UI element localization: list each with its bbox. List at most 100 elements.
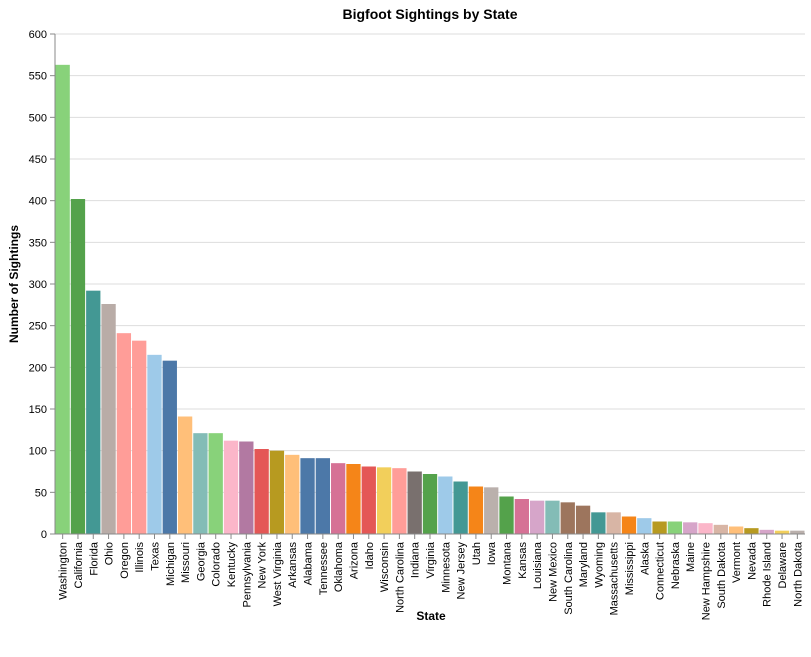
bar-iowa [484, 487, 499, 534]
bar-texas [147, 354, 162, 534]
x-tick-label: Georgia [195, 541, 207, 581]
bar-new-jersey [453, 481, 468, 534]
bar-ohio [101, 304, 116, 534]
x-tick-label: Pennsylvania [241, 541, 253, 607]
x-tick-label: Rhode Island [762, 542, 774, 607]
x-tick-label: Kentucky [226, 542, 238, 588]
bar-rhode-island [759, 529, 774, 534]
x-tick-label: Florida [88, 541, 100, 576]
x-tick-label: New Jersey [456, 542, 468, 600]
x-tick-label: Illinois [134, 542, 146, 573]
y-tick-label: 450 [29, 154, 47, 166]
bar-south-carolina [560, 502, 575, 534]
bar-west-virginia [269, 450, 285, 534]
x-tick-label: Mississippi [624, 542, 636, 595]
x-tick-label: Oregon [119, 542, 131, 579]
bar-indiana [407, 471, 422, 534]
bar-kansas [514, 499, 529, 534]
bar-colorado [208, 433, 223, 534]
x-tick-label: Massachusetts [609, 542, 621, 616]
bar-connecticut [652, 521, 667, 534]
y-tick-label: 350 [29, 237, 47, 249]
bar-louisiana [529, 500, 545, 534]
bars [55, 64, 805, 534]
bar-pennsylvania [239, 441, 254, 534]
x-tick-label: Tennessee [318, 542, 330, 595]
y-axis: 0 50 100 150 200 250 300 350 400 450 500 550 600 [29, 29, 56, 541]
bar-kentucky [223, 440, 239, 534]
x-tick-label: New York [257, 542, 269, 589]
bar-nebraska [667, 521, 683, 534]
x-tick-label: Arizona [348, 541, 360, 579]
bar-illinois [132, 340, 147, 534]
bar-maine [683, 522, 698, 534]
bar-delaware [774, 530, 790, 534]
bar-tennessee [315, 458, 331, 534]
x-tick-label: Virginia [425, 541, 437, 578]
bar-utah [468, 486, 484, 534]
x-tick-label: New Mexico [547, 542, 559, 602]
y-tick-label: 400 [29, 196, 47, 208]
bar-new-hampshire [698, 523, 713, 534]
bar-florida [86, 290, 101, 534]
bar-washington [55, 64, 70, 534]
y-tick-label: 500 [29, 112, 47, 124]
bar-missouri [177, 416, 193, 534]
x-tick-label: Alaska [639, 541, 651, 575]
bar-mississippi [621, 516, 637, 534]
y-tick-label: 200 [29, 362, 47, 374]
bar-alaska [637, 518, 652, 534]
y-tick-label: 250 [29, 321, 47, 333]
bar-oklahoma [331, 463, 346, 534]
bar-michigan [162, 360, 177, 534]
bar-nevada [744, 528, 759, 534]
x-tick-label: Missouri [180, 542, 192, 583]
bar-massachusetts [606, 512, 621, 534]
x-tick-label: Montana [502, 541, 514, 585]
x-tick-label: Wisconsin [379, 542, 391, 592]
x-tick-label: Maryland [578, 542, 590, 587]
bar-montana [499, 496, 514, 534]
x-tick-label: Nevada [746, 541, 758, 580]
y-tick-label: 50 [35, 487, 47, 499]
x-tick-label: Colorado [211, 542, 223, 587]
x-tick-label: Arkansas [287, 542, 299, 588]
y-tick-label: 550 [29, 71, 47, 83]
y-tick-label: 150 [29, 404, 47, 416]
bar-wisconsin [376, 467, 392, 534]
bar-new-york [254, 449, 269, 534]
x-tick-label: Wyoming [593, 542, 605, 588]
x-tick-label: California [73, 541, 85, 588]
bar-virginia [422, 474, 438, 534]
x-tick-label: Alabama [303, 541, 315, 585]
x-tick-label: Utah [471, 542, 483, 565]
x-tick-label: Connecticut [655, 542, 667, 600]
x-tick-label: Maine [685, 542, 697, 572]
x-tick-label: North Dakota [792, 541, 804, 607]
x-tick-label: Iowa [486, 541, 498, 565]
bar-new-mexico [545, 500, 560, 534]
y-tick-label: 0 [41, 529, 47, 541]
x-tick-label: Texas [149, 542, 161, 571]
bar-idaho [361, 466, 376, 534]
x-tick-label: Kansas [517, 542, 529, 579]
x-tick-label: Washington [58, 542, 70, 600]
x-axis: Washington California Florida Ohio Oregon Ill… [55, 533, 805, 620]
x-tick-label: South Dakota [716, 541, 728, 609]
bar-wyoming [591, 512, 606, 534]
y-tick-label: 600 [29, 29, 47, 41]
chart-title: Bigfoot Sightings by State [343, 6, 518, 22]
x-tick-label: Nebraska [670, 541, 682, 589]
x-tick-label: Indiana [410, 541, 422, 578]
bar-maryland [575, 505, 591, 534]
x-tick-label: New Hampshire [701, 542, 713, 620]
y-tick-label: 100 [29, 446, 47, 458]
x-axis-title: State [416, 609, 446, 623]
bar-arizona [346, 464, 361, 534]
x-tick-label: Louisiana [532, 541, 544, 589]
y-axis-title: Number of Sightings [7, 225, 21, 343]
x-tick-label: Delaware [777, 542, 789, 588]
bar-california [70, 199, 86, 534]
x-tick-label: Idaho [364, 542, 376, 570]
